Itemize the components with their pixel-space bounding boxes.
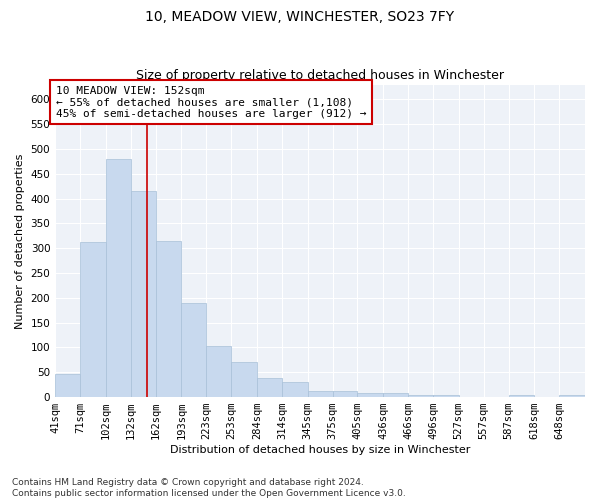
Bar <box>509 395 535 397</box>
Bar <box>282 382 308 397</box>
Bar <box>358 392 383 397</box>
Bar <box>206 346 231 397</box>
Text: Contains HM Land Registry data © Crown copyright and database right 2024.
Contai: Contains HM Land Registry data © Crown c… <box>12 478 406 498</box>
Title: Size of property relative to detached houses in Winchester: Size of property relative to detached ho… <box>136 69 504 82</box>
Bar <box>106 159 131 397</box>
Bar <box>155 241 181 397</box>
Bar <box>559 395 585 397</box>
Bar <box>433 395 459 397</box>
Bar <box>257 378 282 397</box>
Bar <box>181 303 206 397</box>
Bar <box>383 393 408 397</box>
Y-axis label: Number of detached properties: Number of detached properties <box>15 153 25 328</box>
Text: 10 MEADOW VIEW: 152sqm
← 55% of detached houses are smaller (1,108)
45% of semi-: 10 MEADOW VIEW: 152sqm ← 55% of detached… <box>56 86 367 118</box>
X-axis label: Distribution of detached houses by size in Winchester: Distribution of detached houses by size … <box>170 445 470 455</box>
Bar <box>55 374 80 397</box>
Bar <box>332 391 358 397</box>
Bar <box>231 362 257 397</box>
Text: 10, MEADOW VIEW, WINCHESTER, SO23 7FY: 10, MEADOW VIEW, WINCHESTER, SO23 7FY <box>145 10 455 24</box>
Bar <box>408 394 433 397</box>
Bar <box>308 390 332 397</box>
Bar <box>80 242 106 397</box>
Bar <box>131 191 155 397</box>
